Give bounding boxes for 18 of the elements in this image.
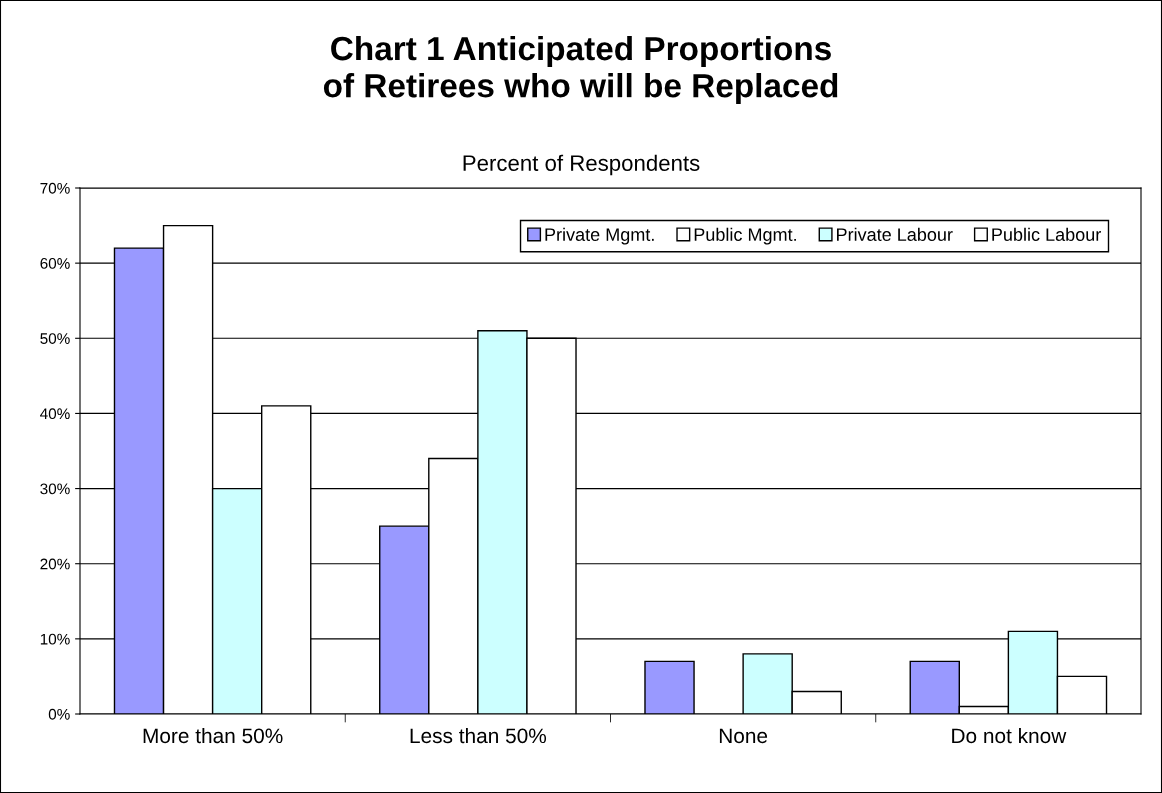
y-tick-label: 0%	[48, 708, 70, 720]
y-tick-label: 60%	[40, 258, 70, 269]
legend-label: Public Labour	[992, 227, 1101, 241]
legend-label: Private Mgmt.	[545, 227, 654, 245]
y-tick-label: 30%	[40, 483, 70, 495]
chart-title: Chart 1 Anticipated Proportions of Retirees who will be Replaced	[323, 35, 838, 105]
legend-label: Private Labour	[837, 227, 953, 241]
y-tick-label: 40%	[40, 408, 70, 420]
y-tick-label: 70%	[40, 182, 70, 194]
x-tick-label: Do not know	[952, 727, 1067, 744]
legend-label: Public Mgmt.	[694, 227, 796, 245]
x-tick-label: More than 50%	[143, 727, 283, 744]
x-tick-label: None	[719, 728, 768, 744]
y-tick-label: 50%	[40, 333, 70, 344]
y-tick-label: 10%	[40, 633, 70, 645]
chart-subtitle: Percent of Respondents	[463, 154, 700, 176]
x-tick-label: Less than 50%	[410, 727, 547, 744]
y-tick-label: 20%	[40, 558, 70, 570]
